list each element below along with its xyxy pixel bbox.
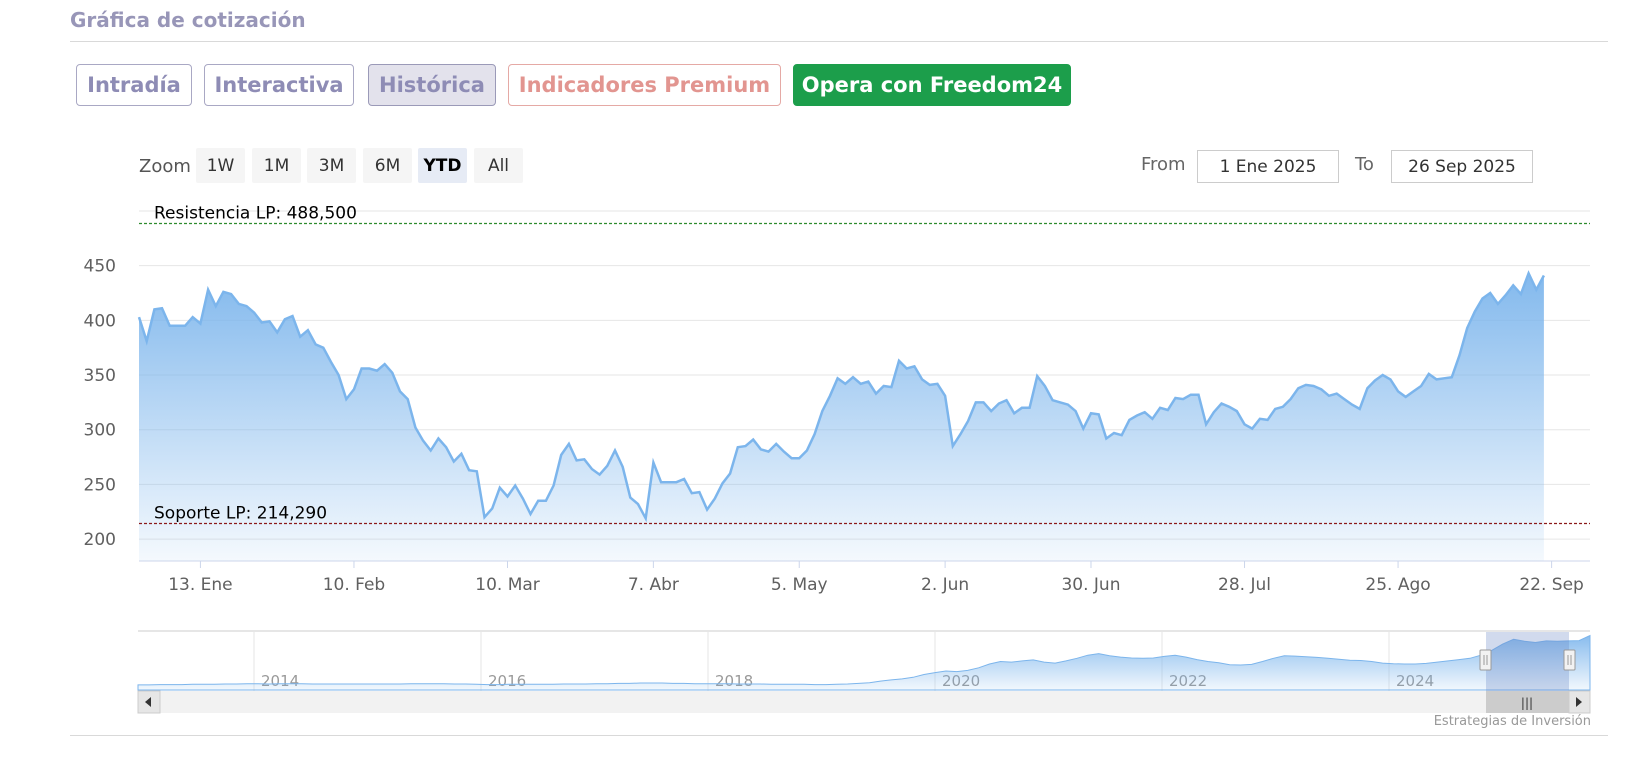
zoom-ytd-button[interactable]: YTD [418,148,467,183]
range-to-input[interactable]: 26 Sep 2025 [1391,150,1533,183]
navigator-selection [1486,632,1569,691]
zoom-1m-button[interactable]: 1M [252,148,301,183]
tab-intradia[interactable]: Intradía [76,64,192,106]
x-tick-label: 30. Jun [1061,575,1120,595]
price-line [137,270,1546,523]
tab-historica[interactable]: Histórica [368,64,496,106]
title-divider [70,41,1608,42]
bottom-divider [70,735,1608,736]
chevron-left-icon [145,697,151,707]
plot-band-label: Soporte LP: 214,290 [154,503,327,523]
navigator-handle-left[interactable] [1479,649,1492,671]
y-tick-label: 200 [84,530,116,550]
zoom-label: Zoom [139,156,191,177]
y-axis: 200 250 300 350 400 450 [84,257,116,550]
zoom-1w-button[interactable]: 1W [196,148,245,183]
x-tick-label: 10. Feb [323,575,386,595]
range-from-label: From [1141,154,1186,175]
x-tick-label: 7. Abr [628,575,679,595]
zoom-6m-button[interactable]: 6M [363,148,412,183]
x-tick-label: 5. May [771,575,828,595]
x-tick-label: 10. Mar [475,575,540,595]
zoom-3m-button[interactable]: 3M [307,148,356,183]
price-area [139,273,1544,561]
y-tick-label: 300 [84,421,116,441]
navigator-area [137,634,1591,691]
x-tick-label: 28. Jul [1218,575,1271,595]
x-tick-label: 22. Sep [1519,575,1583,595]
scrollbar-thumb[interactable] [1486,691,1569,713]
scrollbar-track[interactable] [138,691,1590,713]
freedom24-button[interactable]: Opera con Freedom24 [793,64,1071,106]
x-axis: 13. Ene 10. Feb 10. Mar 7. Abr 5. May 2. Jun 3… [168,561,1584,595]
range-to-label: To [1355,154,1374,175]
tab-indicadores-premium[interactable]: Indicadores Premium [508,64,781,106]
x-tick-label: 25. Ago [1365,575,1430,595]
page-title: Gráfica de cotización [70,8,306,32]
chart-credit[interactable]: Estrategias de Inversión [1433,714,1591,729]
y-tick-label: 350 [84,366,116,386]
plot-bands: Resistencia LP: 488,500 Soporte LP: 214,2… [139,204,1590,525]
x-tick-label: 2. Jun [921,575,969,595]
tab-interactiva[interactable]: Interactiva [204,64,354,106]
y-tick-label: 400 [84,311,116,331]
scrollbar-grip: ||| [1521,696,1533,710]
range-from-input[interactable]: 1 Ene 2025 [1197,150,1339,183]
navigator-handle-right[interactable] [1563,649,1576,671]
y-tick-label: 450 [84,257,116,277]
zoom-all-button[interactable]: All [474,148,523,183]
chevron-right-icon [1576,697,1582,707]
x-tick-label: 13. Ene [168,575,232,595]
plot-band-label: Resistencia LP: 488,500 [154,204,357,224]
y-tick-label: 250 [84,475,116,495]
